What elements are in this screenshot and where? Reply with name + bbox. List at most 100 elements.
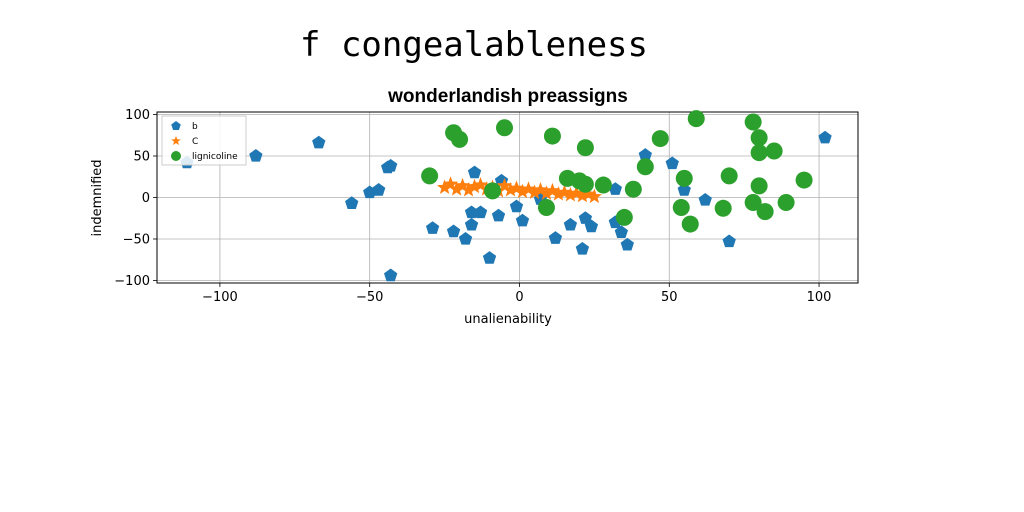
data-point <box>451 130 469 148</box>
data-point <box>568 185 585 200</box>
x-axis-label: unalienability <box>464 312 552 327</box>
data-point <box>460 182 477 197</box>
y-axis-label: indemnified <box>90 159 105 236</box>
data-point <box>795 171 813 189</box>
data-point <box>464 205 479 219</box>
data-point <box>520 181 537 196</box>
data-point <box>372 183 386 196</box>
legend-label: lignicoline <box>192 152 238 162</box>
data-point <box>502 182 519 197</box>
data-point <box>714 199 732 217</box>
data-point <box>563 217 578 231</box>
data-point <box>482 251 497 264</box>
data-point <box>345 196 359 209</box>
data-point <box>484 182 502 200</box>
data-point <box>526 184 543 199</box>
data-point <box>458 232 473 245</box>
data-point <box>425 221 440 234</box>
data-point <box>665 156 679 170</box>
data-point <box>720 167 738 185</box>
data-point <box>446 224 461 238</box>
x-tick-label: −100 <box>202 290 238 305</box>
data-point <box>466 178 483 194</box>
data-point <box>464 217 479 231</box>
legend-marker <box>171 151 181 161</box>
data-point <box>537 198 555 216</box>
data-point <box>698 192 712 206</box>
data-point <box>574 187 590 203</box>
data-point <box>765 142 783 160</box>
data-point <box>586 188 602 204</box>
data-point <box>538 185 555 200</box>
data-point <box>550 186 567 201</box>
data-point <box>578 211 593 224</box>
data-point <box>681 215 699 233</box>
data-markers <box>180 110 832 282</box>
data-point <box>436 179 453 195</box>
legend-marker <box>171 121 181 131</box>
data-point <box>744 193 762 211</box>
data-point <box>615 208 633 226</box>
x-tick-label: 0 <box>515 290 523 305</box>
data-point <box>249 149 263 162</box>
x-tick-label: 50 <box>661 290 678 305</box>
legend-marker <box>171 136 181 146</box>
legend-label: b <box>192 122 198 132</box>
grid-lines <box>157 112 858 283</box>
y-tick-label: −100 <box>114 274 150 289</box>
data-point <box>544 182 561 198</box>
data-point <box>722 234 736 248</box>
data-point <box>509 199 524 213</box>
data-point <box>608 182 622 195</box>
data-point <box>448 181 465 196</box>
data-point <box>467 165 482 179</box>
legend-label: C <box>192 137 198 147</box>
data-point <box>496 119 514 137</box>
data-point <box>638 148 652 161</box>
chart-title: wonderlandish preassigns <box>387 86 628 107</box>
data-point <box>636 158 654 176</box>
y-axis-ticks: −100 −50 0 50 100 <box>114 108 157 289</box>
data-point <box>651 130 669 148</box>
series-b <box>180 130 832 282</box>
data-point <box>473 205 488 219</box>
data-point <box>624 180 642 198</box>
data-point <box>750 144 768 162</box>
data-point <box>672 198 690 216</box>
data-point <box>532 182 549 197</box>
data-point <box>543 127 561 145</box>
data-point <box>576 175 594 193</box>
data-point <box>472 177 489 192</box>
data-point <box>556 184 573 199</box>
data-point <box>750 177 768 195</box>
data-point <box>594 176 612 194</box>
data-point <box>675 169 693 187</box>
data-point <box>562 187 579 202</box>
y-tick-label: 100 <box>125 108 150 123</box>
x-tick-label: 100 <box>807 290 832 305</box>
data-point <box>496 177 513 193</box>
data-point <box>514 183 531 199</box>
data-point <box>442 176 459 191</box>
x-axis-ticks: −100 −50 0 50 100 <box>202 283 831 305</box>
data-point <box>312 135 326 149</box>
data-point <box>614 225 628 239</box>
data-point <box>744 113 762 131</box>
data-point <box>620 237 634 251</box>
data-point <box>777 193 795 211</box>
data-point <box>750 129 768 147</box>
data-point <box>756 203 774 221</box>
data-point <box>421 167 439 185</box>
data-point <box>384 268 398 282</box>
data-point <box>384 158 398 172</box>
data-point <box>508 180 525 195</box>
y-tick-label: −50 <box>123 233 150 248</box>
y-tick-label: 50 <box>133 149 150 164</box>
data-point <box>515 213 530 227</box>
data-point <box>491 208 506 222</box>
x-tick-label: −50 <box>356 290 383 305</box>
figure-suptitle: f congealableness <box>300 25 648 65</box>
data-point <box>454 177 471 193</box>
